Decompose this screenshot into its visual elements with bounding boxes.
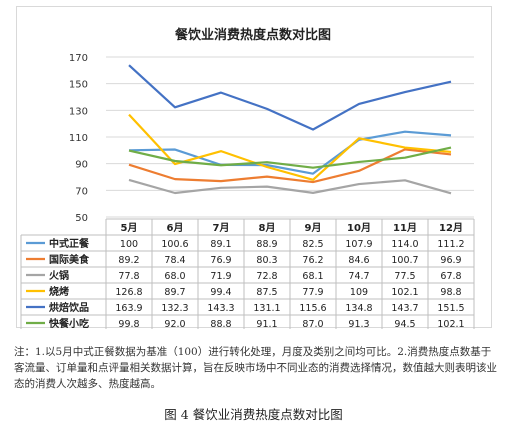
data-label: 100 [120,239,138,250]
data-label: 99.4 [210,287,231,298]
series-line [128,148,452,184]
line-chart: 餐饮业消费热度点数对比图 50 70 90 110 130 150 170 5月 6月 7月 8月… [20,27,475,329]
data-label: 111.2 [437,239,464,250]
data-label: 72.8 [256,271,277,282]
y-tick-label: 130 [69,106,88,117]
data-label: 114.0 [391,239,418,250]
data-label: 92.0 [164,319,185,329]
data-label: 68.0 [164,271,185,282]
data-label: 89.2 [118,255,139,266]
series-lines [128,64,452,195]
figure-caption: 图 4 餐饮业消费热度点数对比图 [164,407,343,422]
legend-label: 国际美食 [49,253,90,266]
y-tick-label: 110 [69,133,88,144]
data-label: 100.7 [391,255,418,266]
data-label: 89.7 [164,287,185,298]
series-line [128,178,452,195]
data-label: 115.6 [299,303,326,314]
x-tick-label: 10月 [347,222,371,234]
y-tick-label: 150 [69,80,88,91]
data-label: 77.5 [394,271,415,282]
data-label: 74.7 [348,271,369,282]
x-tick-label: 7月 [213,222,230,234]
data-label: 134.8 [345,303,372,314]
data-label: 107.9 [345,239,372,250]
series-line [128,146,452,169]
x-tick-label: 6月 [167,222,184,234]
data-label: 76.2 [302,255,323,266]
data-label: 143.7 [391,303,418,314]
data-label: 100.6 [161,239,188,250]
data-label: 94.5 [394,319,415,329]
legend-label: 火锅 [49,269,69,282]
data-label: 67.8 [440,271,461,282]
x-tick-label: 9月 [305,222,322,234]
data-label: 91.3 [348,319,369,329]
data-label: 131.1 [253,303,280,314]
data-label: 82.5 [302,239,323,250]
data-label: 151.5 [437,303,464,314]
chart-note: 注：1.以5月中式正餐数据为基准（100）进行转化处理，月度及类别之间均可比。2… [14,346,497,390]
data-label: 77.8 [118,271,139,282]
legend-label: 快餐小吃 [48,317,89,329]
x-tick-label: 8月 [259,222,276,234]
data-label: 102.1 [391,287,418,298]
x-tick-label: 11月 [393,222,417,234]
legend-label: 中式正餐 [49,237,90,250]
data-label: 89.1 [210,239,231,250]
data-label: 78.4 [164,255,185,266]
data-label: 84.6 [348,255,369,266]
data-label: 163.9 [115,303,142,314]
data-label: 98.8 [440,287,461,298]
data-label: 71.9 [210,271,231,282]
data-label: 87.5 [256,287,277,298]
data-label: 88.8 [210,319,231,329]
data-label: 143.3 [207,303,234,314]
y-tick-label: 90 [75,160,88,171]
x-tick-label: 5月 [121,222,138,234]
data-label: 96.9 [440,255,461,266]
chart-title: 餐饮业消费热度点数对比图 [174,27,331,43]
data-label: 76.9 [210,255,231,266]
data-label: 87.0 [302,319,323,329]
data-label: 99.8 [118,319,139,329]
chart-frame: 餐饮业消费热度点数对比图 50 70 90 110 130 150 170 5月 6月 7月 8月… [16,6,492,329]
legend-label: 烘焙饮品 [49,301,89,314]
data-label: 88.9 [256,239,277,250]
data-label: 102.1 [437,319,464,329]
legend-label: 烧烤 [49,285,69,298]
y-axis-ticks: 50 70 90 110 130 150 170 [69,53,88,224]
data-label: 109 [350,287,368,298]
data-label: 91.1 [256,319,277,329]
series-line [128,64,452,131]
data-label: 132.3 [161,303,188,314]
data-label: 126.8 [115,287,142,298]
data-label: 68.1 [302,271,323,282]
y-tick-label: 50 [75,213,88,224]
data-label: 77.9 [302,287,323,298]
y-tick-label: 170 [69,53,88,64]
data-label: 80.3 [256,255,277,266]
x-tick-label: 12月 [439,222,463,234]
gridlines [106,56,474,218]
series-line [128,130,452,175]
y-tick-label: 70 [75,186,88,197]
